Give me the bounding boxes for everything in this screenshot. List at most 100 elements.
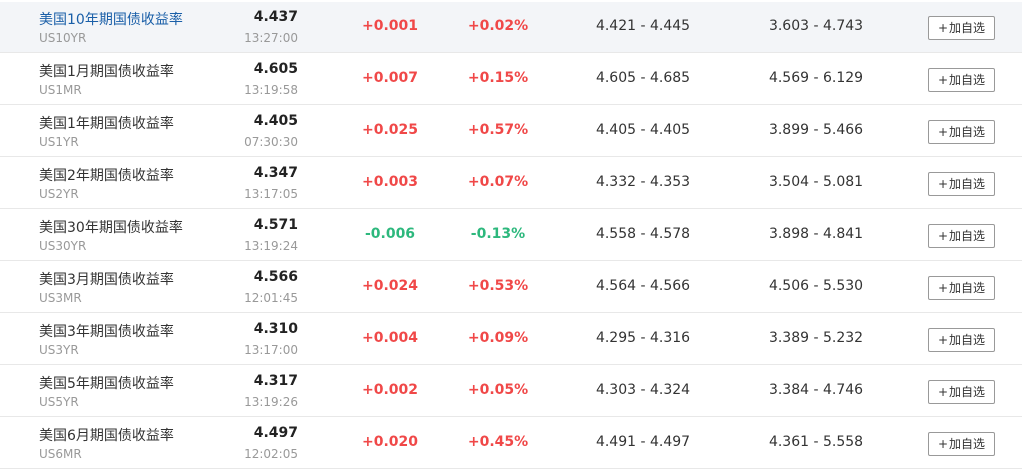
bond-name-link[interactable]: 美国3年期国债收益率 — [39, 324, 174, 340]
yield-change: +0.001 — [361, 18, 418, 34]
bond-code: US3MR — [39, 291, 82, 305]
plus-icon: + — [937, 385, 949, 399]
add-to-watchlist-button[interactable]: +加自选 — [928, 380, 995, 404]
yield-change: +0.003 — [361, 174, 418, 190]
plus-icon: + — [937, 281, 949, 295]
yield-change: +0.004 — [361, 330, 418, 346]
add-button-label: 加自选 — [949, 229, 986, 243]
day-range: 4.558 - 4.578 — [595, 226, 691, 242]
update-time: 12:01:45 — [244, 291, 298, 305]
bond-code: US30YR — [39, 239, 87, 253]
bond-name-link[interactable]: 美国1月期国债收益率 — [39, 64, 174, 80]
yield-change-percent: +0.45% — [467, 434, 529, 450]
yield-change-percent: +0.09% — [467, 330, 529, 346]
yield-price: 4.437 — [253, 9, 298, 25]
bond-code: US10YR — [39, 31, 87, 45]
yield-change: -0.006 — [364, 226, 416, 242]
update-time: 07:30:30 — [244, 135, 298, 149]
add-button-label: 加自选 — [949, 437, 986, 451]
yield-change: +0.025 — [361, 122, 418, 138]
plus-icon: + — [937, 177, 949, 191]
yield-change-percent: +0.15% — [467, 70, 529, 86]
plus-icon: + — [937, 21, 949, 35]
add-to-watchlist-button[interactable]: +加自选 — [928, 224, 995, 248]
table-row[interactable]: 美国30年期国债收益率 US30YR 4.571 13:19:24 -0.006… — [0, 210, 1022, 261]
update-time: 13:27:00 — [244, 31, 298, 45]
update-time: 13:19:24 — [244, 239, 298, 253]
add-button-label: 加自选 — [949, 125, 986, 139]
bond-name-link[interactable]: 美国2年期国债收益率 — [39, 168, 174, 184]
bond-code: US1YR — [39, 135, 79, 149]
yield-price: 4.347 — [253, 165, 298, 181]
bond-name-link[interactable]: 美国1年期国债收益率 — [39, 116, 174, 132]
table-row[interactable]: 美国3月期国债收益率 US3MR 4.566 12:01:45 +0.024 +… — [0, 262, 1022, 313]
day-range: 4.303 - 4.324 — [595, 382, 691, 398]
plus-icon: + — [937, 73, 949, 87]
yield-change: +0.002 — [361, 382, 418, 398]
add-button-label: 加自选 — [949, 73, 986, 87]
yield-change-percent: -0.13% — [470, 226, 526, 242]
bond-name-link[interactable]: 美国5年期国债收益率 — [39, 376, 174, 392]
year-range: 4.506 - 5.530 — [768, 278, 864, 294]
update-time: 12:02:05 — [244, 447, 298, 461]
day-range: 4.295 - 4.316 — [595, 330, 691, 346]
add-to-watchlist-button[interactable]: +加自选 — [928, 432, 995, 456]
table-row[interactable]: 美国5年期国债收益率 US5YR 4.317 13:19:26 +0.002 +… — [0, 366, 1022, 417]
table-row[interactable]: 美国1年期国债收益率 US1YR 4.405 07:30:30 +0.025 +… — [0, 106, 1022, 157]
plus-icon: + — [937, 125, 949, 139]
year-range: 3.384 - 4.746 — [768, 382, 864, 398]
yield-price: 4.497 — [253, 425, 298, 441]
add-to-watchlist-button[interactable]: +加自选 — [928, 16, 995, 40]
yield-price: 4.317 — [253, 373, 298, 389]
day-range: 4.332 - 4.353 — [595, 174, 691, 190]
plus-icon: + — [937, 229, 949, 243]
yield-change-percent: +0.57% — [467, 122, 529, 138]
bond-code: US5YR — [39, 395, 79, 409]
table-row[interactable]: 美国2年期国债收益率 US2YR 4.347 13:17:05 +0.003 +… — [0, 158, 1022, 209]
update-time: 13:19:26 — [244, 395, 298, 409]
yield-change: +0.024 — [361, 278, 418, 294]
bond-code: US1MR — [39, 83, 82, 97]
day-range: 4.405 - 4.405 — [595, 122, 691, 138]
yield-price: 4.566 — [253, 269, 298, 285]
yield-price: 4.405 — [253, 113, 298, 129]
day-range: 4.421 - 4.445 — [595, 18, 691, 34]
add-to-watchlist-button[interactable]: +加自选 — [928, 68, 995, 92]
year-range: 4.361 - 5.558 — [768, 434, 864, 450]
bond-code: US3YR — [39, 343, 79, 357]
year-range: 3.389 - 5.232 — [768, 330, 864, 346]
add-button-label: 加自选 — [949, 333, 986, 347]
yield-price: 4.571 — [253, 217, 298, 233]
bond-name-link[interactable]: 美国10年期国债收益率 — [39, 12, 183, 28]
year-range: 4.569 - 6.129 — [768, 70, 864, 86]
bond-name-link[interactable]: 美国3月期国债收益率 — [39, 272, 174, 288]
table-row[interactable]: 美国1月期国债收益率 US1MR 4.605 13:19:58 +0.007 +… — [0, 54, 1022, 105]
add-to-watchlist-button[interactable]: +加自选 — [928, 172, 995, 196]
year-range: 3.899 - 5.466 — [768, 122, 864, 138]
table-row[interactable]: 美国10年期国债收益率 US10YR 4.437 13:27:00 +0.001… — [0, 2, 1022, 53]
bond-name-link[interactable]: 美国30年期国债收益率 — [39, 220, 183, 236]
table-row[interactable]: 美国3年期国债收益率 US3YR 4.310 13:17:00 +0.004 +… — [0, 314, 1022, 365]
day-range: 4.564 - 4.566 — [595, 278, 691, 294]
add-button-label: 加自选 — [949, 177, 986, 191]
add-button-label: 加自选 — [949, 385, 986, 399]
update-time: 13:19:58 — [244, 83, 298, 97]
yield-price: 4.605 — [253, 61, 298, 77]
bond-code: US6MR — [39, 447, 82, 461]
yield-change-percent: +0.07% — [467, 174, 529, 190]
yield-change: +0.020 — [361, 434, 418, 450]
plus-icon: + — [937, 437, 949, 451]
bond-code: US2YR — [39, 187, 79, 201]
day-range: 4.605 - 4.685 — [595, 70, 691, 86]
table-row[interactable]: 美国6月期国债收益率 US6MR 4.497 12:02:05 +0.020 +… — [0, 418, 1022, 469]
add-button-label: 加自选 — [949, 281, 986, 295]
yield-change-percent: +0.05% — [467, 382, 529, 398]
update-time: 13:17:05 — [244, 187, 298, 201]
bond-name-link[interactable]: 美国6月期国债收益率 — [39, 428, 174, 444]
year-range: 3.504 - 5.081 — [768, 174, 864, 190]
add-to-watchlist-button[interactable]: +加自选 — [928, 120, 995, 144]
add-to-watchlist-button[interactable]: +加自选 — [928, 328, 995, 352]
add-to-watchlist-button[interactable]: +加自选 — [928, 276, 995, 300]
year-range: 3.898 - 4.841 — [768, 226, 864, 242]
